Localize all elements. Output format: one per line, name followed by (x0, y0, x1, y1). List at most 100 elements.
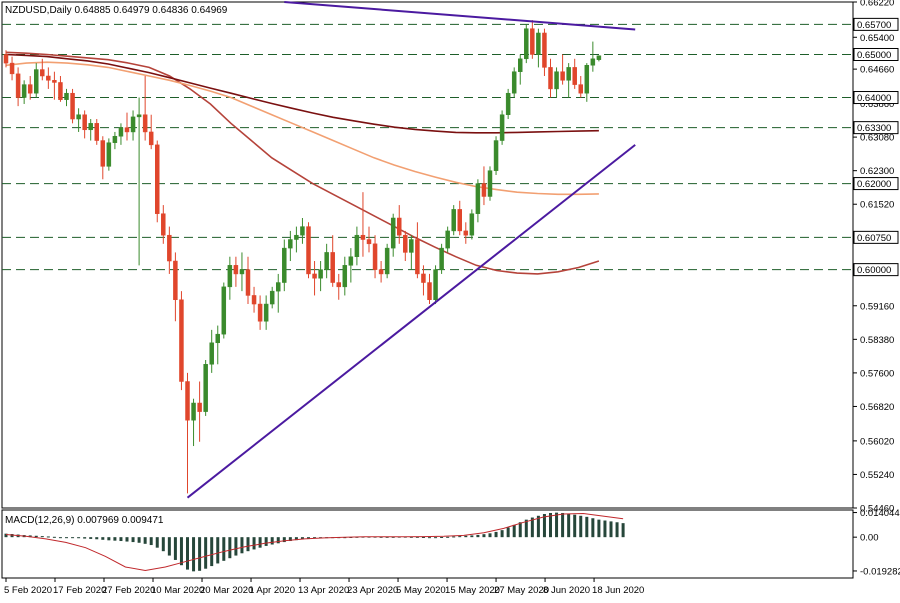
date-tick-label: 20 Mar 2020 (200, 585, 253, 596)
candle-body (427, 282, 432, 300)
macd-tick-label: 0.014044 (860, 508, 900, 519)
candle-body (118, 127, 124, 137)
macd-histogram-bar (573, 514, 577, 538)
macd-histogram-bar (34, 535, 38, 538)
macd-title: MACD(12,26,9) 0.007969 0.009471 (5, 515, 164, 526)
trendline (284, 1, 636, 31)
candle-body (282, 247, 287, 283)
macd-histogram-bar (137, 537, 141, 543)
macd-histogram-bar (476, 534, 480, 538)
candle-body (390, 217, 396, 249)
candle-body (148, 131, 154, 146)
candle-body (227, 265, 233, 288)
candle-body (554, 71, 559, 90)
candle-body (21, 84, 27, 98)
macd-histogram-bar (282, 537, 286, 543)
candle-body (354, 234, 360, 257)
candle-body (481, 183, 487, 197)
macd-histogram-bar (71, 537, 75, 539)
candle-body (142, 114, 148, 133)
macd-histogram-bar (216, 537, 220, 564)
macd-histogram-bar (561, 512, 565, 538)
candle-body (130, 116, 136, 133)
macd-histogram-bar (609, 521, 613, 538)
macd-histogram-bar (603, 520, 607, 538)
macd-histogram-bar (258, 537, 262, 548)
date-tick-label: 15 May 2020 (445, 585, 500, 596)
candle-body (493, 140, 499, 171)
level-label: 0.65000 (857, 50, 891, 61)
macd-histogram-bar (415, 536, 419, 538)
candle-body (197, 402, 202, 412)
macd-histogram-bar (246, 537, 250, 552)
date-tick-label: 10 Mar 2020 (151, 585, 204, 596)
candle-body (64, 92, 69, 100)
level-label-box (853, 91, 899, 105)
price-tick-label: 0.55240 (860, 470, 894, 481)
macd-histogram-bar (440, 536, 444, 538)
price-tick-label: 0.54460 (860, 504, 894, 515)
date-tick-label: 5 May 2020 (396, 585, 446, 596)
candle-body (572, 67, 577, 85)
price-tick-label: 0.64660 (860, 65, 894, 76)
price-tick-label: 0.56020 (860, 436, 894, 447)
macd-histogram-bar (446, 536, 450, 538)
candle-body (155, 144, 160, 214)
macd-histogram-bar (464, 535, 468, 538)
price-tick-label: 0.61520 (860, 200, 894, 211)
macd-histogram-bar (579, 515, 583, 538)
macd-histogram-bar (421, 536, 425, 538)
macd-histogram-bar (512, 524, 516, 538)
candle-body (536, 32, 541, 55)
date-tick-label: 1 Apr 2020 (249, 585, 295, 596)
level-label-box (853, 177, 899, 191)
candle-body (578, 84, 583, 94)
candle-body (384, 247, 390, 275)
macd-histogram-bar (107, 537, 111, 541)
macd-histogram-bar (131, 537, 135, 543)
candle-body (312, 273, 317, 279)
candle-body (215, 333, 220, 344)
candle-body (276, 282, 281, 292)
macd-histogram-bar (530, 517, 534, 538)
macd-histogram-bar (379, 536, 383, 538)
macd-tick-label: 0.00 (860, 533, 879, 544)
date-tick-label: 13 Apr 2020 (298, 585, 349, 596)
date-tick-label: 27 May 2020 (494, 585, 549, 596)
macd-histogram-bar (264, 537, 268, 546)
candle-body (378, 269, 384, 275)
macd-histogram-bar (409, 536, 413, 538)
candle-body (336, 282, 341, 288)
candle-body (469, 213, 475, 236)
macd-histogram-bar (89, 537, 93, 539)
macd-histogram-bar (119, 537, 123, 542)
candle-body (88, 123, 93, 131)
level-label: 0.60000 (857, 265, 891, 276)
candle-body (94, 123, 99, 141)
candle-body (433, 269, 438, 300)
macd-histogram-bar (391, 536, 395, 538)
candle-body (511, 71, 517, 94)
macd-histogram-bar (518, 522, 522, 538)
candle-body (269, 290, 275, 305)
candle-body (136, 114, 142, 118)
level-label: 0.64000 (857, 93, 891, 104)
macd-histogram-bar (4, 533, 8, 538)
trendline (186, 144, 636, 499)
level-label: 0.60750 (857, 233, 891, 244)
candle-body (161, 213, 166, 236)
macd-histogram-bar (536, 515, 540, 538)
macd-histogram-bar (210, 537, 214, 567)
candle-body (27, 84, 33, 94)
candle-body (596, 55, 602, 60)
candle-body (245, 269, 251, 296)
price-tick-label: 0.65400 (860, 33, 894, 44)
date-tick-label: 5 Feb 2020 (4, 585, 52, 596)
candle-body (439, 247, 444, 270)
macd-histogram-bar (621, 523, 625, 538)
moving-average-line (5, 61, 599, 196)
macd-histogram-bar (28, 535, 32, 538)
candle-body (112, 135, 118, 143)
price-tick-label: 0.57600 (860, 368, 894, 379)
price-panel-frame (1, 1, 854, 509)
